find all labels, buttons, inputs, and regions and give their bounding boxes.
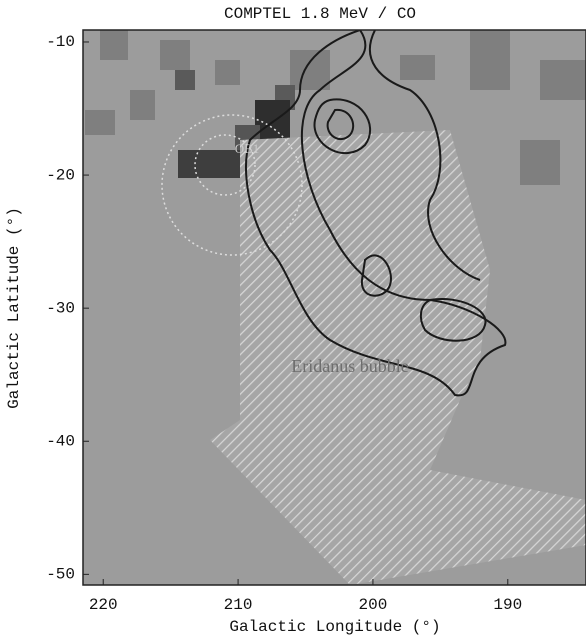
y-tick-label: -20	[46, 166, 75, 184]
annotation: Eridanus bubble	[291, 356, 408, 376]
y-tick-label: -10	[46, 33, 75, 51]
y-tick-label: -40	[46, 432, 75, 450]
x-tick-label: 190	[493, 596, 522, 614]
y-tick-label: -50	[46, 566, 75, 584]
map-image	[83, 30, 586, 585]
x-tick-label: 220	[89, 596, 118, 614]
y-tick-label: -30	[46, 299, 75, 317]
x-tick-label: 210	[224, 596, 253, 614]
chart-title: COMPTEL 1.8 MeV / CO	[224, 5, 416, 23]
x-axis-label: Galactic Longitude (°)	[229, 618, 440, 636]
annotation: OB1	[235, 141, 260, 156]
x-tick-label: 200	[359, 596, 388, 614]
plot-frame	[82, 29, 586, 586]
y-axis-label: Galactic Latitude (°)	[5, 207, 23, 409]
